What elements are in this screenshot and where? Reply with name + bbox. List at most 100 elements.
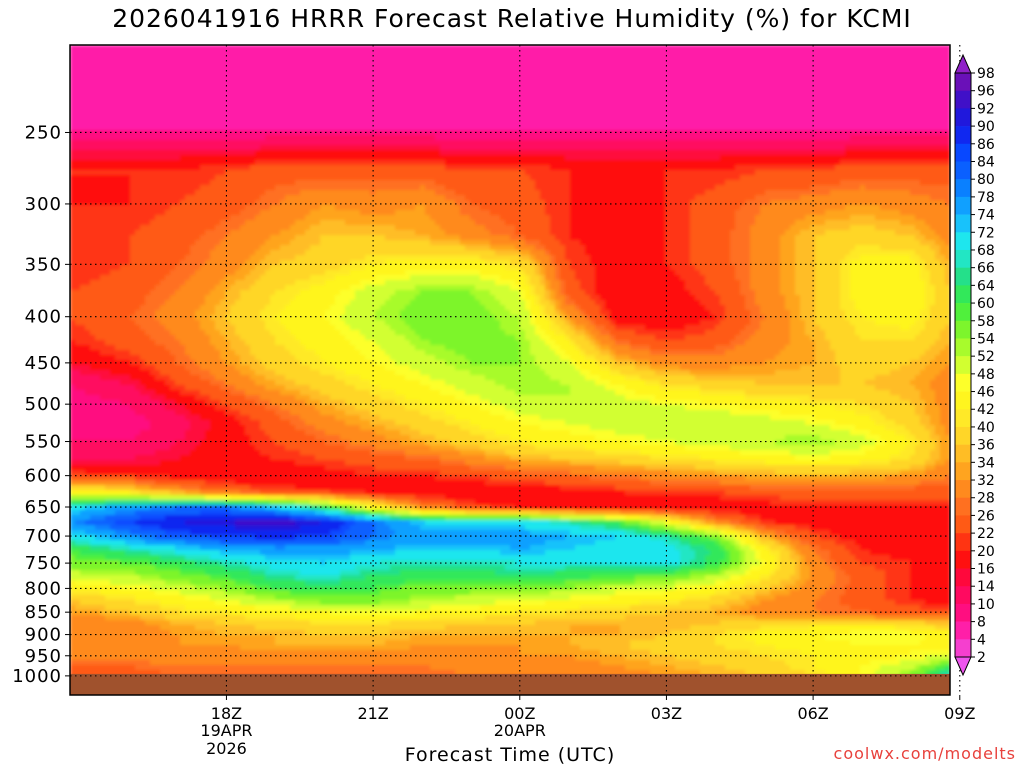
humidity-cell [440, 390, 466, 396]
humidity-cell [915, 385, 931, 391]
humidity-cell [345, 310, 376, 316]
humidity-cell [355, 470, 441, 476]
humidity-cell [565, 300, 576, 306]
humidity-cell [70, 55, 950, 61]
humidity-cell [235, 415, 251, 421]
humidity-cell [835, 440, 876, 446]
humidity-cell [825, 590, 846, 596]
humidity-cell [620, 460, 716, 466]
humidity-cell [505, 385, 571, 391]
humidity-cell [120, 400, 161, 406]
humidity-cell [545, 245, 566, 251]
humidity-cell [375, 530, 396, 536]
humidity-cell [480, 425, 541, 431]
humidity-cell [500, 320, 521, 326]
source-credit[interactable]: coolwx.com/modelts [833, 744, 1016, 763]
humidity-cell [130, 185, 201, 191]
humidity-cell [240, 410, 276, 416]
humidity-cell [735, 270, 751, 276]
humidity-cell [925, 460, 936, 466]
humidity-cell [675, 440, 776, 446]
humidity-cell [610, 320, 616, 326]
humidity-cell [825, 220, 901, 226]
humidity-cell [255, 595, 276, 601]
humidity-cell [295, 235, 321, 241]
humidity-cell [930, 270, 946, 276]
humidity-cell [775, 370, 841, 376]
humidity-cell [815, 350, 836, 356]
humidity-cell [200, 235, 226, 241]
humidity-cell [245, 395, 261, 401]
humidity-cell [235, 300, 271, 306]
humidity-cell [780, 265, 796, 271]
humidity-cell [250, 435, 271, 441]
humidity-cell [555, 290, 561, 296]
humidity-cell [305, 230, 416, 236]
humidity-cell [95, 535, 111, 541]
humidity-cell [205, 295, 226, 301]
humidity-cell [215, 600, 241, 606]
humidity-cell [635, 360, 651, 366]
humidity-cell [500, 275, 526, 281]
humidity-cell [810, 575, 836, 581]
humidity-cell [940, 250, 950, 256]
humidity-cell [130, 190, 196, 196]
humidity-cell [630, 340, 731, 346]
humidity-cell [720, 570, 726, 576]
humidity-cell [590, 575, 636, 581]
humidity-cell [695, 555, 706, 561]
humidity-cell [940, 410, 950, 416]
humidity-cell [70, 395, 101, 401]
humidity-cell [280, 245, 311, 251]
humidity-cell [745, 200, 771, 206]
humidity-cell [940, 670, 950, 676]
humidity-cell [580, 645, 631, 651]
humidity-cell [850, 320, 876, 326]
humidity-cell [575, 320, 591, 326]
y-tick-label: 450 [25, 353, 62, 374]
humidity-cell [215, 375, 251, 381]
humidity-cell [900, 325, 911, 331]
humidity-cell [310, 245, 466, 251]
humidity-cell [285, 285, 311, 291]
humidity-cell [675, 580, 716, 586]
humidity-cell [280, 260, 351, 266]
colorbar-swatch [955, 462, 971, 481]
humidity-cell [360, 210, 396, 216]
humidity-cell [800, 565, 811, 571]
humidity-cell [545, 340, 556, 346]
humidity-cell [200, 440, 251, 446]
humidity-cell [805, 215, 851, 221]
humidity-cell [250, 485, 296, 491]
humidity-field [70, 45, 950, 695]
humidity-cell [595, 270, 676, 276]
humidity-cell [665, 185, 716, 191]
humidity-cell [915, 450, 931, 456]
humidity-cell [125, 550, 151, 556]
colorbar-swatch [955, 621, 971, 640]
humidity-cell [750, 605, 816, 611]
humidity-cell [185, 605, 256, 611]
humidity-cell [815, 295, 841, 301]
humidity-cell [85, 325, 141, 331]
humidity-cell [325, 430, 376, 436]
humidity-cell [710, 595, 741, 601]
humidity-cell [805, 670, 826, 676]
colorbar-swatch [955, 603, 971, 622]
humidity-cell [445, 495, 721, 501]
humidity-cell [845, 150, 950, 156]
humidity-cell [265, 505, 281, 511]
humidity-cell [535, 315, 546, 321]
humidity-cell [70, 415, 146, 421]
humidity-cell [465, 195, 541, 201]
humidity-cell [455, 500, 476, 506]
humidity-cell [650, 350, 726, 356]
humidity-cell [555, 235, 571, 241]
humidity-cell [925, 620, 950, 626]
humidity-cell [595, 450, 641, 456]
humidity-cell [150, 495, 206, 501]
humidity-cell [335, 375, 361, 381]
humidity-cell [775, 560, 781, 566]
humidity-cell [165, 275, 191, 281]
humidity-cell [480, 275, 501, 281]
